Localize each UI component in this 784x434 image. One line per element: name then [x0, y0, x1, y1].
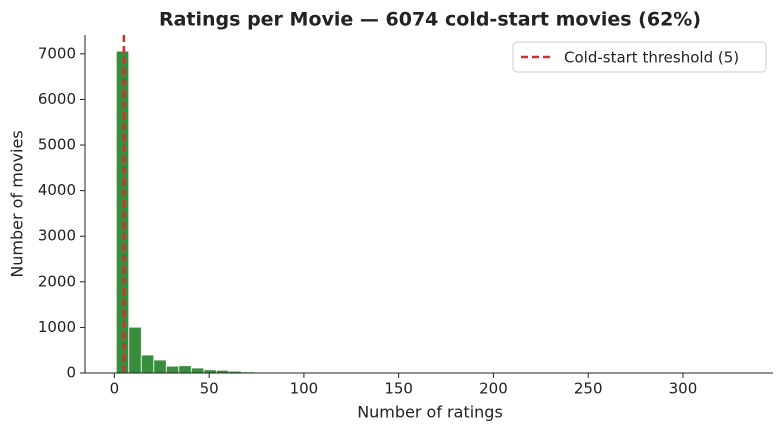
x-tick-label: 250	[574, 380, 603, 398]
y-tick-label: 0	[66, 364, 76, 382]
bar	[115, 50, 130, 374]
bar	[128, 326, 142, 374]
y-tick-label: 1000	[38, 318, 76, 336]
bar	[153, 359, 167, 374]
y-tick-label: 3000	[38, 227, 76, 245]
bar	[178, 365, 192, 374]
bar	[165, 365, 180, 374]
bar	[190, 367, 205, 374]
bar	[140, 354, 155, 374]
x-tick-label: 50	[200, 380, 219, 398]
y-tick-label: 5000	[38, 136, 76, 154]
x-tick-label: 150	[384, 380, 413, 398]
x-axis-label: Number of ratings	[357, 403, 503, 422]
y-tick-label: 6000	[38, 90, 76, 108]
x-tick-label: 100	[290, 380, 319, 398]
x-tick-label: 300	[669, 380, 698, 398]
x-tick-label: 0	[110, 380, 120, 398]
x-tick-label: 200	[479, 380, 508, 398]
y-tick-label: 2000	[38, 272, 76, 290]
chart-title: Ratings per Movie — 6074 cold-start movi…	[159, 9, 701, 31]
y-tick-label: 4000	[38, 181, 76, 199]
legend-label: Cold-start threshold (5)	[564, 49, 739, 67]
y-tick-label: 7000	[38, 44, 76, 62]
y-axis-label: Number of movies	[8, 130, 27, 277]
legend-box	[512, 41, 767, 73]
